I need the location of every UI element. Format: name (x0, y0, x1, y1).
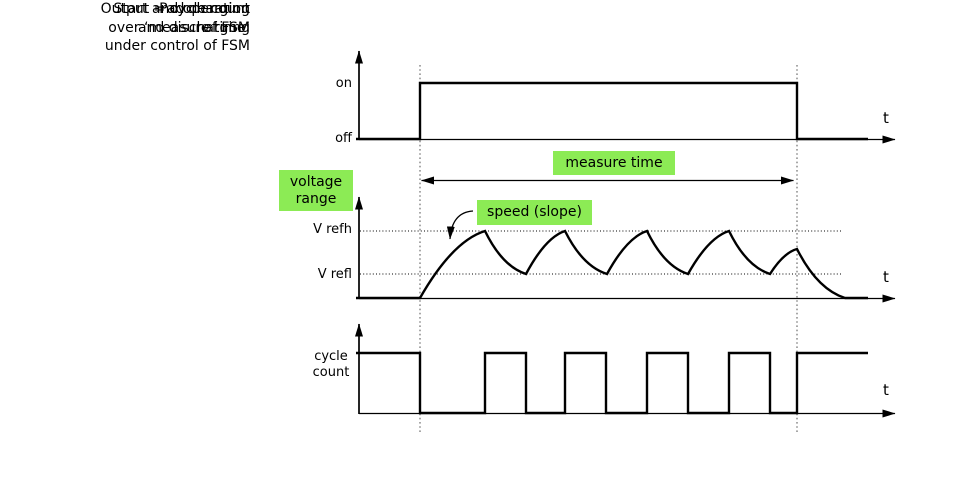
speed-annotation-arrow (446, 210, 474, 240)
cycle-count-label: cycle count (312, 349, 350, 380)
pad-voltage-waveform (356, 229, 868, 300)
on-label: on (335, 76, 352, 91)
off-label: off (335, 131, 352, 146)
fsm-panel-label: Start and operation of FSM (113, 1, 250, 36)
fsm-time-axis-label: t (883, 109, 889, 127)
voltage-range-badge: voltage range (279, 170, 353, 211)
measure-time-badge: measure time (553, 151, 675, 175)
vrefh-label: V refh (313, 222, 352, 237)
output-time-axis-label: t (883, 381, 889, 399)
cycle-count-waveform (356, 351, 868, 415)
pad-time-axis-label: t (883, 268, 889, 286)
vrefl-label: V refl (317, 267, 352, 282)
output-panel-label: Output = cycle count over ‘measure time’ (100, 1, 250, 36)
fsm-waveform (356, 81, 868, 141)
speed-slope-badge: speed (slope) (477, 200, 592, 225)
pad-panel-label: Pad charging and discharging under contr… (104, 1, 250, 54)
